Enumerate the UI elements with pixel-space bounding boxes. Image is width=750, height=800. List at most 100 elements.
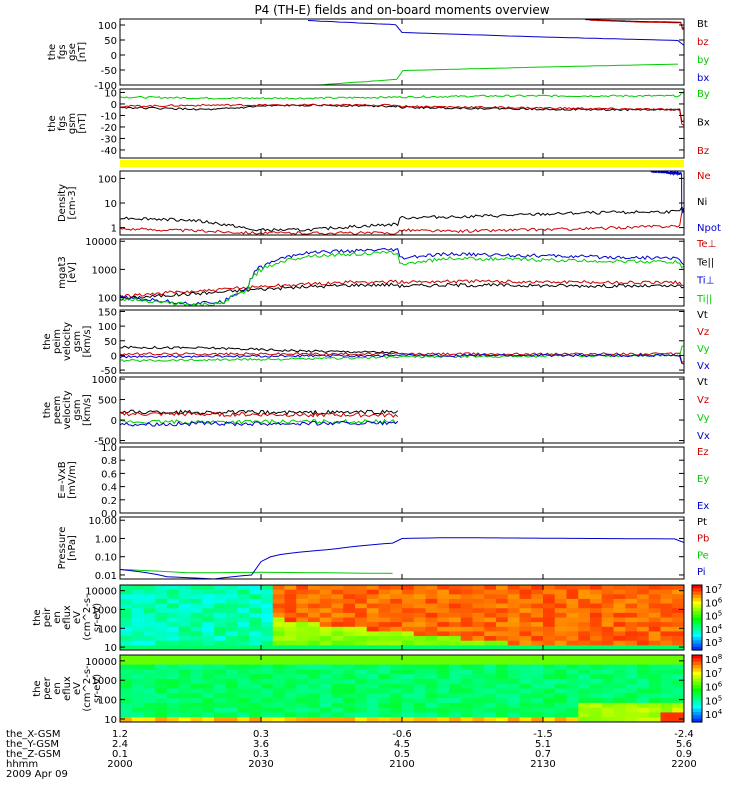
spectrogram-cell (237, 589, 250, 595)
spectrogram-cell (449, 598, 462, 605)
spectrogram-cell (578, 594, 591, 600)
spectrogram-cell (261, 693, 274, 699)
spectrogram-cell (190, 626, 203, 633)
spectrogram-cell (484, 717, 497, 722)
spectrogram-cell (590, 603, 603, 609)
colorbar-tick-exponent: 5 (718, 610, 722, 618)
colorbar-step (692, 630, 702, 635)
spectrogram-cell (496, 626, 509, 633)
spectrogram-cell (613, 698, 626, 704)
spectrogram-cell (120, 622, 133, 628)
spectrogram-cell (437, 631, 450, 637)
spectrogram-cell (660, 645, 673, 650)
series-line-te (120, 279, 684, 298)
spectrogram-cell (519, 594, 532, 600)
y-tick-label: 0.4 (101, 483, 117, 494)
spectrogram-cell (472, 598, 485, 605)
spectrogram-cell (590, 707, 603, 714)
spectrogram-cell (472, 655, 485, 661)
colorbar-step (692, 637, 702, 641)
spectrogram-cell (460, 608, 474, 614)
spectrogram-cell (449, 617, 462, 623)
spectrogram-cell (331, 693, 344, 699)
spectrogram-cell (601, 645, 615, 650)
spectrogram-cell (425, 678, 438, 685)
spectrogram-cell (284, 698, 297, 704)
spectrogram-cell (402, 617, 415, 623)
spectrogram-cell (648, 664, 662, 670)
spectrogram-cell (249, 594, 262, 600)
spectrogram-cell (296, 683, 309, 690)
spectrogram-cell (167, 631, 180, 637)
series-line-vy (120, 345, 684, 363)
spectrogram-cell (249, 688, 262, 694)
spectrogram-cell (120, 693, 133, 699)
spectrogram-cell (355, 707, 368, 714)
spectrogram-cell (331, 612, 344, 619)
spectrogram-cell (167, 712, 180, 718)
spectrogram-cell (660, 702, 673, 709)
spectrogram-cell (155, 617, 168, 623)
spectrogram-cell (578, 640, 591, 646)
spectrogram-cell (543, 655, 556, 661)
spectrogram-cell (366, 669, 380, 675)
spectrogram-cell (167, 594, 180, 600)
spectrogram-cell (378, 669, 391, 675)
spectrogram-cell (331, 674, 344, 680)
spectrogram-cell (366, 631, 380, 637)
spectrogram-cell (143, 659, 156, 666)
spectrogram-cell (366, 655, 380, 661)
y-axis-label-line: the (32, 680, 43, 696)
spectrogram-cell (390, 707, 403, 714)
spectrogram-cell (178, 698, 192, 704)
spectrogram-cell (308, 693, 321, 699)
spectrogram-cell (449, 717, 462, 722)
spectrogram-cell (449, 698, 462, 704)
spectrogram-cell (472, 664, 485, 670)
spectrogram-cell (284, 678, 297, 685)
spectrogram-cell (120, 659, 133, 666)
spectrogram-cell (507, 603, 521, 609)
spectrogram-cell (496, 664, 509, 670)
spectrogram-cell (214, 608, 227, 614)
spectrogram-cell (284, 702, 297, 709)
spectrogram-cell (566, 717, 579, 722)
spectrogram-cell (543, 640, 556, 646)
spectrogram-cell (331, 622, 344, 628)
spectrogram-cell (296, 674, 309, 680)
spectrogram-cell (590, 717, 603, 722)
spectrogram-cell (202, 612, 215, 619)
y-tick-label: 150 (98, 307, 117, 318)
spectrogram-cell (496, 598, 509, 605)
spectrogram-cell (484, 683, 497, 690)
spectrogram-cell (625, 698, 638, 704)
spectrogram-cell (261, 645, 274, 650)
panel-frame (119, 446, 685, 514)
spectrogram-cell (131, 589, 145, 595)
spectrogram-cell (378, 655, 391, 661)
spectrogram-cell (331, 598, 344, 605)
spectrogram-cell (284, 617, 297, 623)
spectrogram-cell (378, 707, 391, 714)
spectrogram-cell (531, 693, 544, 699)
spectrogram-cell (672, 612, 684, 619)
spectrogram-cell (202, 636, 215, 642)
spectrogram-cell (460, 664, 474, 670)
spectrogram-cell (378, 664, 391, 670)
spectrogram-cell (296, 717, 309, 722)
spectrogram-cell (484, 612, 497, 619)
y-tick-label: -20 (101, 123, 117, 134)
spectrogram-cell (190, 712, 203, 718)
spectrogram-cell (413, 585, 427, 591)
spectrogram-cell (590, 698, 603, 704)
panel-peer_en_eflux: 10810710610510410000100010010thepeerenef… (32, 653, 723, 726)
colorbar-step (692, 614, 702, 619)
spectrogram-cell (648, 707, 662, 714)
colorbar-step (692, 655, 702, 659)
spectrogram-cell (155, 585, 168, 591)
spectrogram-cell (531, 617, 544, 623)
colorbar-step (692, 624, 702, 628)
legend-entry: Te|| (696, 257, 714, 268)
spectrogram-cell (625, 598, 638, 605)
